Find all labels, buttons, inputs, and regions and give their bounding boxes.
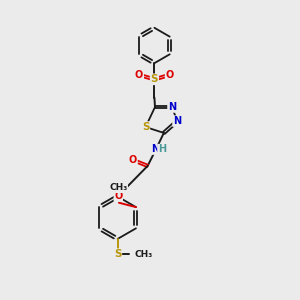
Text: CH₃: CH₃ xyxy=(109,184,128,193)
Text: O: O xyxy=(135,70,143,80)
Text: N: N xyxy=(151,144,159,154)
Text: N: N xyxy=(168,102,176,112)
Text: H: H xyxy=(158,144,166,154)
Text: N: N xyxy=(173,116,181,126)
Text: S: S xyxy=(114,249,122,259)
Text: CH₃: CH₃ xyxy=(134,250,152,259)
Text: S: S xyxy=(151,74,158,84)
Text: S: S xyxy=(142,122,149,132)
Text: O: O xyxy=(166,70,174,80)
Text: O: O xyxy=(114,191,122,201)
Text: O: O xyxy=(129,155,137,165)
